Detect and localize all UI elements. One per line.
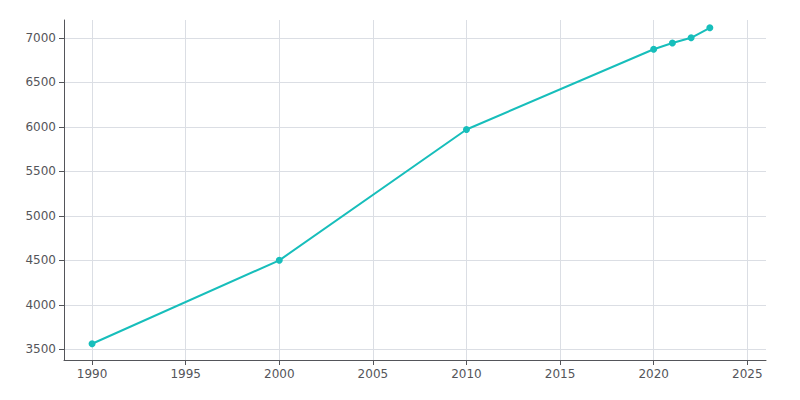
- svg-text:2005: 2005: [358, 367, 389, 381]
- svg-text:2020: 2020: [638, 367, 669, 381]
- svg-text:4500: 4500: [25, 253, 56, 267]
- svg-text:2010: 2010: [451, 367, 482, 381]
- svg-text:4000: 4000: [25, 298, 56, 312]
- svg-text:6000: 6000: [25, 120, 56, 134]
- svg-text:6500: 6500: [25, 75, 56, 89]
- svg-text:5500: 5500: [25, 164, 56, 178]
- svg-text:5000: 5000: [25, 209, 56, 223]
- svg-text:7000: 7000: [25, 31, 56, 45]
- svg-text:2015: 2015: [545, 367, 576, 381]
- svg-text:3500: 3500: [25, 342, 56, 356]
- svg-text:2025: 2025: [732, 367, 763, 381]
- svg-text:2000: 2000: [264, 367, 295, 381]
- svg-text:1995: 1995: [170, 367, 201, 381]
- svg-text:1990: 1990: [77, 367, 108, 381]
